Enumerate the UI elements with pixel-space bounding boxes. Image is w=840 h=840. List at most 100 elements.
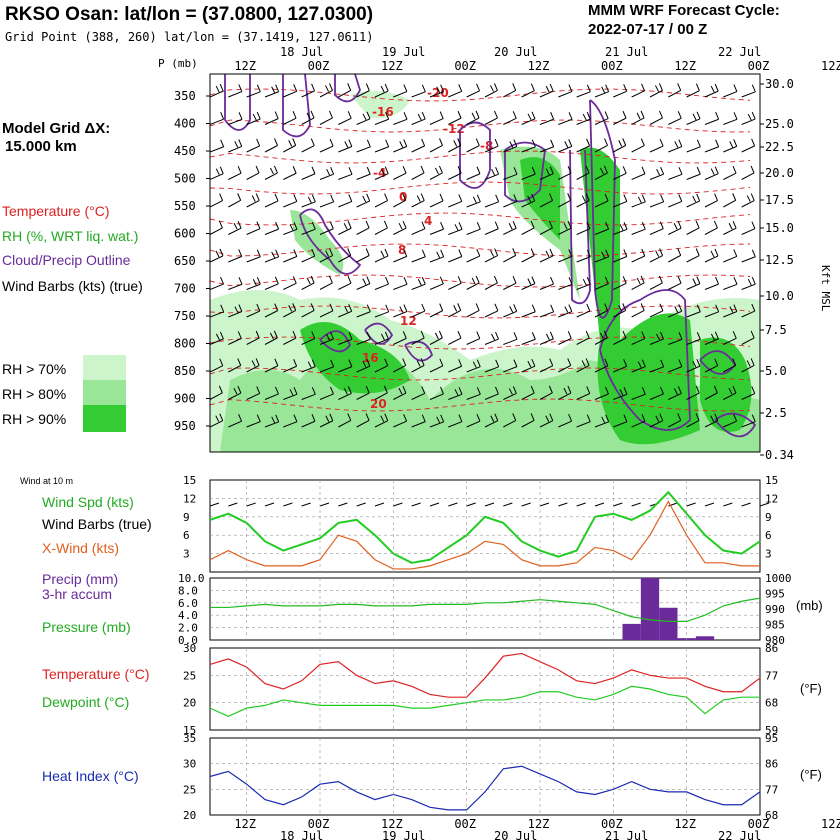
wind-barb [429, 414, 445, 428]
wind-barb [429, 221, 445, 235]
wind-barb [594, 276, 609, 290]
wind-barb [576, 138, 591, 153]
wind-barb [301, 166, 316, 180]
wind-barb [319, 83, 333, 98]
wind-barb [704, 166, 719, 180]
wind-barb [264, 303, 279, 318]
wind-barb [576, 414, 591, 428]
surface-wind-barb [209, 502, 220, 507]
surface-wind-barb [686, 502, 696, 507]
wind-barb [411, 249, 426, 263]
wind-panel [209, 479, 761, 573]
wind-barb [466, 110, 480, 125]
wind-speed-series [209, 490, 761, 564]
wind-barb [704, 358, 719, 373]
wind-barb [521, 83, 535, 98]
wind-barb [503, 275, 517, 290]
wind-barb [649, 331, 664, 345]
pressure-tick-label: 400 [174, 117, 196, 131]
surface-wind-barb [393, 502, 403, 507]
wind-ytick-right: 15 [765, 474, 778, 487]
wind-barb [319, 359, 335, 373]
wind-barb [210, 413, 224, 428]
time-tick-label-bottom: 00Z [748, 817, 770, 831]
wind-barb [429, 303, 444, 318]
wind-barb [649, 194, 665, 208]
wind-barb [741, 386, 756, 400]
wind-barb [429, 330, 443, 345]
heat-ytick-c: 25 [183, 783, 196, 796]
wind-barb [466, 414, 481, 428]
wind-barb [668, 167, 683, 180]
precip-bar [659, 607, 678, 640]
wind-barb [686, 220, 700, 235]
wind-barb [558, 277, 573, 290]
wind-barb [338, 332, 353, 345]
precip-bar [622, 623, 641, 640]
wind-barb [210, 358, 224, 373]
wind-barb [631, 275, 645, 290]
wind-barb [374, 304, 390, 318]
wind-barb [246, 303, 261, 318]
wind-barb [484, 413, 499, 428]
wind-barb [594, 414, 610, 428]
wind-barb [631, 303, 645, 318]
wind-barb [264, 138, 278, 153]
wind-barb [594, 111, 609, 125]
isotherm-line [210, 212, 751, 226]
wind-barb [301, 194, 316, 208]
temp-ytick-c: 30 [183, 642, 196, 655]
wind-barb [539, 276, 555, 290]
wind-barb [704, 385, 718, 400]
wind-barb [301, 387, 316, 400]
height-tick-label: 20.0 [765, 166, 794, 180]
wind-barb [448, 387, 463, 400]
wind-barb [319, 221, 334, 235]
pressure-tick-label: 650 [174, 254, 196, 268]
isotherm-label: 16 [362, 351, 379, 365]
legend-rh70-label: RH > 70% [2, 361, 67, 377]
surface-wind-barb [246, 502, 256, 507]
rh-region [520, 157, 560, 240]
wind-barb [246, 414, 261, 428]
temp-ytick-f: 86 [765, 642, 778, 655]
surface-wind-barb [594, 502, 605, 507]
wind-barb [411, 221, 426, 235]
wind-barb [319, 331, 334, 345]
wind-barb [411, 386, 426, 400]
cloud-outline [699, 350, 737, 375]
height-tick-label: 7.5 [765, 323, 787, 337]
wind-barb [429, 111, 444, 125]
wind-barb [686, 358, 701, 373]
height-tick-label: 17.5 [765, 193, 794, 207]
wind-barb [594, 165, 608, 180]
surface-wind-barb [283, 502, 293, 507]
wind-barb [759, 316, 760, 317]
isotherm-label: -16 [372, 105, 394, 119]
wind-barb [558, 331, 572, 345]
wind-barb [210, 276, 224, 290]
wind-barb [649, 83, 663, 98]
wind-barb [228, 139, 243, 153]
wind-barb [356, 332, 371, 345]
wind-barb [668, 332, 683, 345]
wind-barb [283, 387, 298, 400]
time-tick-label-bottom: 12Z [234, 817, 256, 831]
wind-barb [741, 193, 755, 208]
wind-barb [411, 138, 426, 153]
wind-barb [246, 84, 261, 98]
wind-barb [741, 330, 755, 345]
wind-barb [210, 139, 225, 153]
wind-barb [393, 193, 407, 208]
label-dewpoint: Dewpoint (°C) [42, 694, 130, 710]
wind-barb [503, 221, 517, 235]
wind-barb [503, 248, 517, 263]
wind-barb [301, 414, 316, 428]
surface-wind-barb [503, 502, 513, 507]
wind-barb [503, 111, 517, 125]
wind-barb [631, 110, 645, 125]
wind-barb [576, 165, 590, 180]
surface-wind-barb [319, 502, 330, 507]
wind-barb [613, 138, 627, 153]
